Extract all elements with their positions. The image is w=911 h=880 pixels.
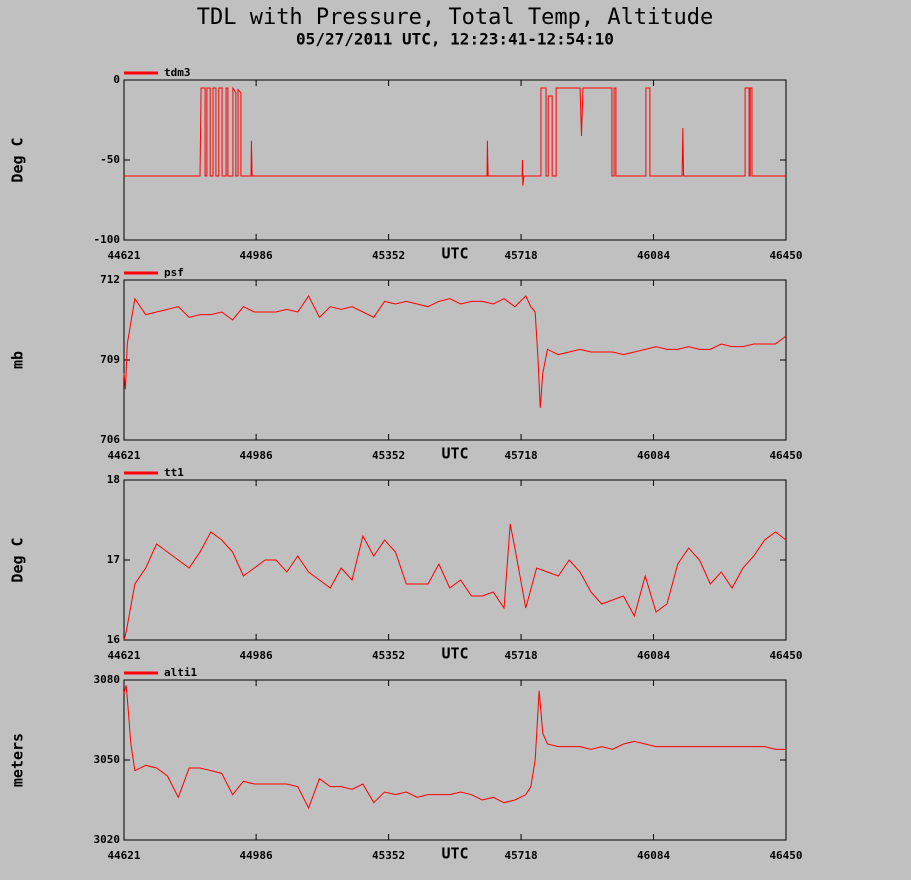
- x-tick-label: 46084: [637, 449, 670, 462]
- chart-title: TDL with Pressure, Total Temp, Altitude: [197, 5, 714, 30]
- x-tick-label: 45352: [372, 849, 405, 862]
- x-axis-label: UTC: [441, 645, 468, 663]
- x-tick-label: 46450: [769, 249, 802, 262]
- x-tick-label: 46084: [637, 649, 670, 662]
- y-tick-label: -100: [94, 233, 121, 246]
- plot-frame: [123, 679, 787, 841]
- data-line: [123, 523, 787, 641]
- y-axis-label: meters: [9, 733, 27, 787]
- y-tick-label: 709: [100, 353, 120, 366]
- x-tick-label: 46084: [637, 249, 670, 262]
- y-tick-label: 3020: [94, 833, 121, 846]
- x-tick-label: 44986: [240, 449, 273, 462]
- y-axis-label: mb: [9, 351, 27, 369]
- y-tick-label: 18: [107, 473, 120, 486]
- x-tick-label: 45718: [504, 649, 537, 662]
- x-tick-label: 45352: [372, 649, 405, 662]
- data-line: [123, 295, 787, 409]
- y-axis-label: Deg C: [9, 137, 27, 182]
- y-tick-label: 17: [107, 553, 120, 566]
- chart-subtitle: 05/27/2011 UTC, 12:23:41-12:54:10: [296, 30, 614, 49]
- x-tick-label: 45718: [504, 249, 537, 262]
- x-tick-label: 44986: [240, 249, 273, 262]
- x-tick-label: 44621: [107, 849, 140, 862]
- x-axis-label: UTC: [441, 445, 468, 463]
- plot-frame: [123, 479, 787, 641]
- x-tick-label: 46450: [769, 449, 802, 462]
- y-axis-label: Deg C: [9, 537, 27, 582]
- x-tick-label: 45718: [504, 849, 537, 862]
- data-line: [124, 86, 786, 186]
- x-tick-label: 44621: [107, 249, 140, 262]
- legend-label: alti1: [164, 666, 197, 679]
- x-tick-label: 44621: [107, 449, 140, 462]
- x-axis-label: UTC: [441, 245, 468, 263]
- x-tick-label: 45718: [504, 449, 537, 462]
- plot-frame: [123, 79, 787, 241]
- legend-label: psf: [164, 266, 184, 279]
- y-tick-label: 706: [100, 433, 120, 446]
- y-tick-label: 3050: [94, 753, 121, 766]
- x-tick-label: 46084: [637, 849, 670, 862]
- x-tick-label: 45352: [372, 249, 405, 262]
- x-tick-label: 46450: [769, 849, 802, 862]
- x-tick-label: 45352: [372, 449, 405, 462]
- x-tick-label: 46450: [769, 649, 802, 662]
- data-line: [123, 685, 786, 810]
- y-tick-label: -50: [100, 153, 120, 166]
- y-tick-label: 16: [107, 633, 121, 646]
- x-tick-label: 44986: [240, 649, 273, 662]
- x-tick-label: 44621: [107, 649, 140, 662]
- y-tick-label: 3080: [94, 673, 121, 686]
- y-tick-label: 0: [113, 73, 120, 86]
- plot-frame: [123, 279, 787, 441]
- legend-label: tt1: [164, 466, 184, 479]
- x-axis-label: UTC: [441, 845, 468, 863]
- y-tick-label: 712: [100, 273, 120, 286]
- x-tick-label: 44986: [240, 849, 273, 862]
- legend-label: tdm3: [164, 66, 191, 79]
